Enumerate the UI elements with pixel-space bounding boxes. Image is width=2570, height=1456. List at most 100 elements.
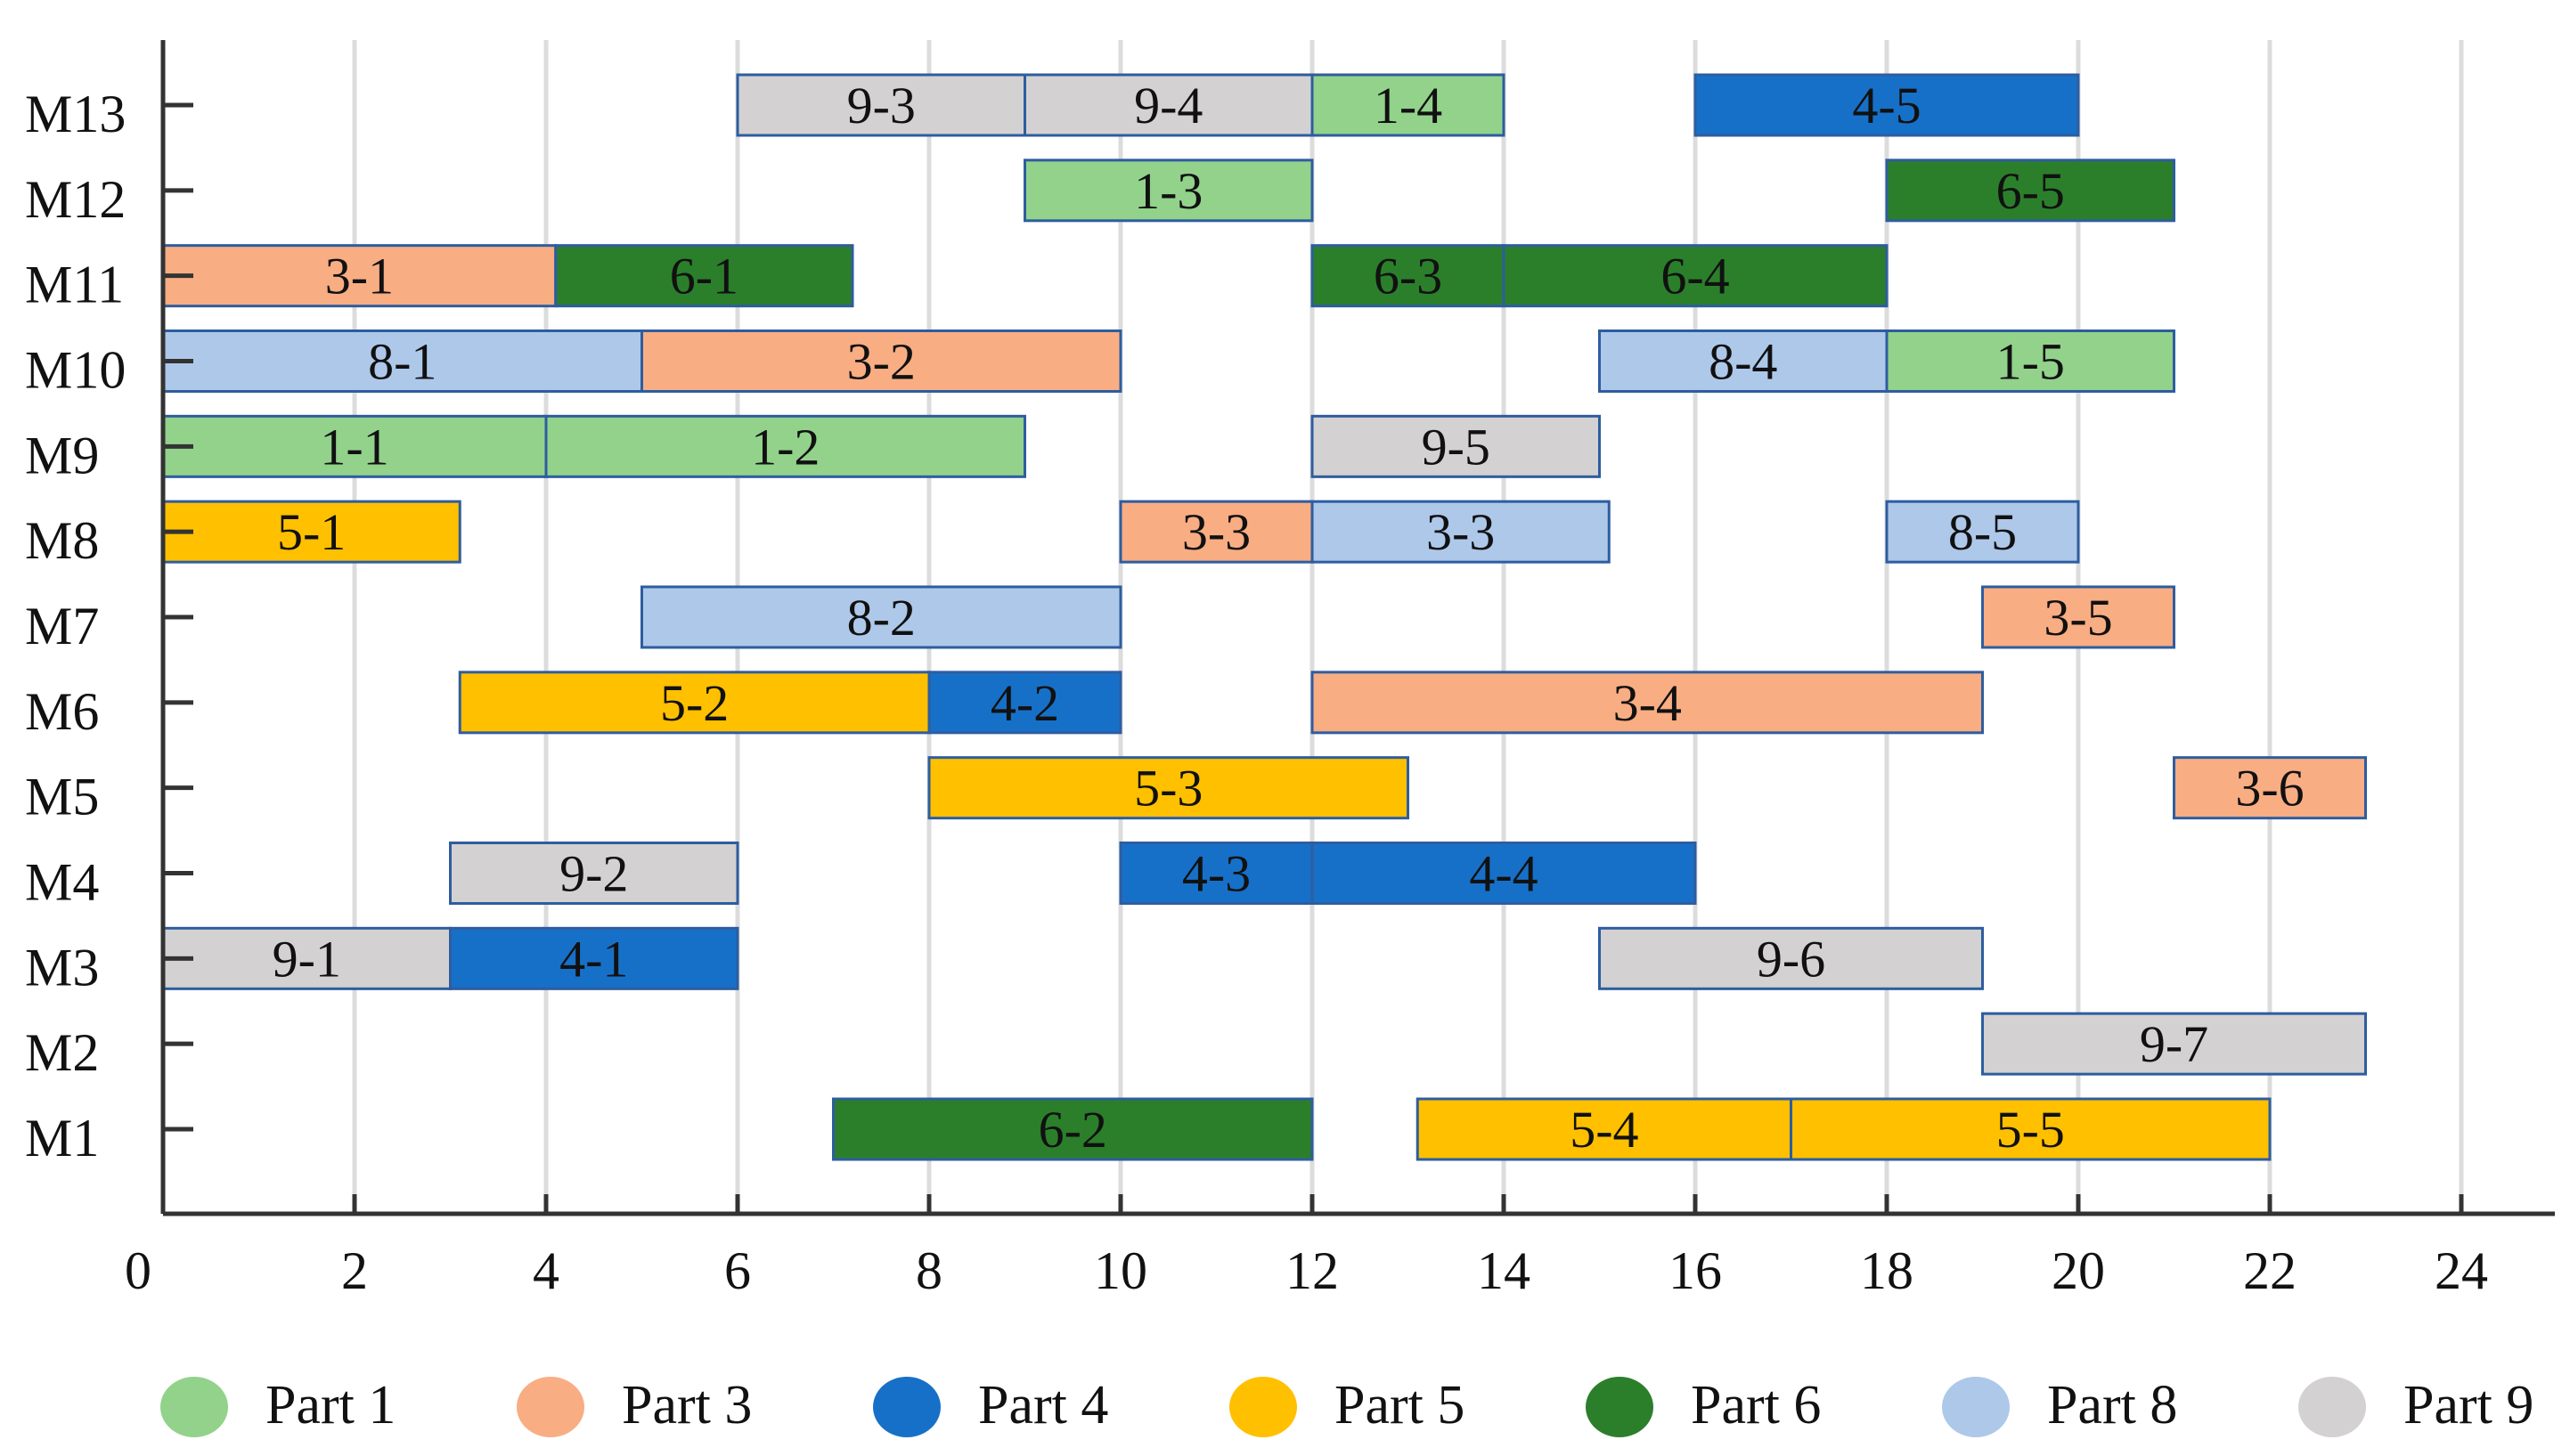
bar-label-m9-1-1: 1-1: [320, 418, 388, 476]
bar-m4-4-3: [1119, 842, 1314, 905]
bar-label-m3-9-1: 9-1: [273, 930, 341, 988]
bar-label-m1-5-4: 5-4: [1570, 1101, 1638, 1159]
y-tick-label-m5: M5: [25, 768, 99, 826]
bar-m7-3-5: [1981, 585, 2175, 649]
legend-swatch-part-5: [1229, 1377, 1297, 1437]
bar-m9-1-1: [161, 414, 548, 478]
bar-m13-4-5: [1693, 73, 2080, 137]
bar-label-m11-3-1: 3-1: [325, 248, 394, 305]
bar-m1-6-2: [832, 1097, 1314, 1161]
bar-m6-3-4: [1310, 671, 1984, 735]
bar-label-m6-3-4: 3-4: [1613, 674, 1682, 732]
bar-m13-9-4: [1024, 73, 1314, 137]
y-tick-label-m2: M2: [25, 1023, 99, 1082]
bar-label-m10-8-4: 8-4: [1709, 333, 1777, 391]
bar-m6-5-2: [458, 671, 931, 735]
bar-m12-1-3: [1024, 159, 1314, 223]
x-tick-label-22: 22: [2243, 1241, 2297, 1300]
bar-m4-9-2: [449, 842, 739, 905]
bar-label-m13-9-4: 9-4: [1134, 77, 1203, 134]
axis-layer: 0 2 4 6 8 10 12 14 16 18 20 22 24M1M2M3M4M5M6M7M8M9M…: [25, 40, 2555, 1300]
x-tick-label-10: 10: [1094, 1241, 1147, 1300]
bar-m2-9-7: [1981, 1012, 2367, 1076]
legend-swatch-part-9: [2298, 1377, 2366, 1437]
bar-label-m2-9-7: 9-7: [2140, 1015, 2208, 1073]
x-tick-label-8: 8: [916, 1241, 942, 1300]
legend-swatch-part-8: [1942, 1377, 2010, 1437]
bar-m12-6-5: [1885, 159, 2175, 223]
bar-m1-5-4: [1416, 1097, 1792, 1161]
bar-m7-8-2: [640, 585, 1122, 649]
legend-label-part-4: Part 4: [978, 1375, 1108, 1436]
legend-label-part-9: Part 9: [2403, 1375, 2533, 1436]
x-tick-label-12: 12: [1285, 1241, 1339, 1300]
bar-label-m4-4-4: 4-4: [1469, 845, 1538, 903]
bar-label-m9-9-5: 9-5: [1422, 418, 1490, 476]
bar-label-m7-8-2: 8-2: [847, 589, 916, 647]
y-tick-label-m8: M8: [25, 511, 99, 570]
bar-m10-8-4: [1598, 329, 1889, 393]
y-tick-label-m4: M4: [25, 853, 99, 912]
y-tick-label-m7: M7: [25, 597, 99, 655]
bar-label-m8-8-5: 8-5: [1948, 503, 2017, 561]
y-tick-label-m11: M11: [25, 256, 124, 314]
legend-swatch-part-4: [873, 1377, 941, 1437]
bar-label-m9-1-2: 1-2: [751, 418, 820, 476]
bar-m3-9-6: [1598, 926, 1984, 990]
bar-label-m5-3-6: 3-6: [2235, 760, 2304, 817]
bar-m4-4-4: [1310, 842, 1697, 905]
x-tick-label-4: 4: [533, 1241, 559, 1300]
bar-label-m12-1-3: 1-3: [1134, 162, 1203, 220]
bar-label-m10-3-2: 3-2: [847, 333, 916, 391]
x-tick-label-24: 24: [2435, 1241, 2488, 1300]
legend: Part 1 Part 3 Part 4 Part 5 Part 6 Part 8 Part…: [160, 1375, 2533, 1437]
bar-label-m3-4-1: 4-1: [559, 930, 628, 988]
bar-label-m5-5-3: 5-3: [1134, 760, 1203, 817]
bar-label-m13-1-4: 1-4: [1374, 77, 1442, 134]
bar-label-m11-6-3: 6-3: [1374, 248, 1442, 305]
bar-label-m8-3-3: 3-3: [1426, 503, 1495, 561]
y-tick-label-m13: M13: [25, 85, 126, 143]
x-tick-label-14: 14: [1477, 1241, 1530, 1300]
bar-label-m8-5-1: 5-1: [277, 503, 346, 561]
bar-m5-3-6: [2173, 756, 2367, 820]
legend-label-part-5: Part 5: [1334, 1375, 1464, 1436]
y-tick-label-m9: M9: [25, 426, 99, 484]
bar-label-m10-8-1: 8-1: [368, 333, 436, 391]
y-tick-label-m1: M1: [25, 1109, 99, 1167]
bar-m13-1-4: [1310, 73, 1505, 137]
y-tick-label-m10: M10: [25, 341, 126, 400]
legend-swatch-part-1: [160, 1377, 228, 1437]
bar-label-m12-6-5: 6-5: [1996, 162, 2065, 220]
bar-label-m4-9-2: 9-2: [559, 845, 628, 903]
legend-swatch-part-6: [1586, 1377, 1653, 1437]
bar-m6-4-2: [927, 671, 1122, 735]
bar-m10-1-5: [1885, 329, 2175, 393]
bar-m1-5-5: [1790, 1097, 2272, 1161]
bar-label-m10-1-5: 1-5: [1996, 333, 2065, 391]
legend-label-part-1: Part 1: [265, 1375, 396, 1436]
bar-m13-9-3: [736, 73, 1026, 137]
bar-m10-3-2: [640, 329, 1122, 393]
bar-m11-6-4: [1502, 244, 1889, 308]
bar-m5-5-3: [927, 756, 1409, 820]
bar-label-m1-5-5: 5-5: [1996, 1101, 2065, 1159]
bar-label-m6-5-2: 5-2: [660, 674, 729, 732]
y-tick-label-m12: M12: [25, 170, 126, 229]
y-tick-label-m6: M6: [25, 682, 99, 741]
x-tick-label-16: 16: [1668, 1241, 1722, 1300]
legend-label-part-6: Part 6: [1691, 1375, 1821, 1436]
bar-label-m1-6-2: 6-2: [1039, 1101, 1107, 1159]
bar-label-m7-3-5: 3-5: [2044, 589, 2112, 647]
bar-label-m4-4-3: 4-3: [1182, 845, 1251, 903]
bar-label-m8-3-3: 3-3: [1182, 503, 1251, 561]
bar-m3-4-1: [449, 926, 739, 990]
bar-layer: 9-3 9-4 1-4 4-5 1-3 6-5 3-1 6-1 6-3 6-4 8-1 3-2 8-4 1…: [161, 73, 2367, 1161]
bar-label-m13-4-5: 4-5: [1852, 77, 1921, 134]
x-tick-label-2: 2: [341, 1241, 368, 1300]
bar-label-m11-6-4: 6-4: [1660, 248, 1729, 305]
x-tick-label-6: 6: [724, 1241, 751, 1300]
bar-m11-6-3: [1310, 244, 1505, 308]
